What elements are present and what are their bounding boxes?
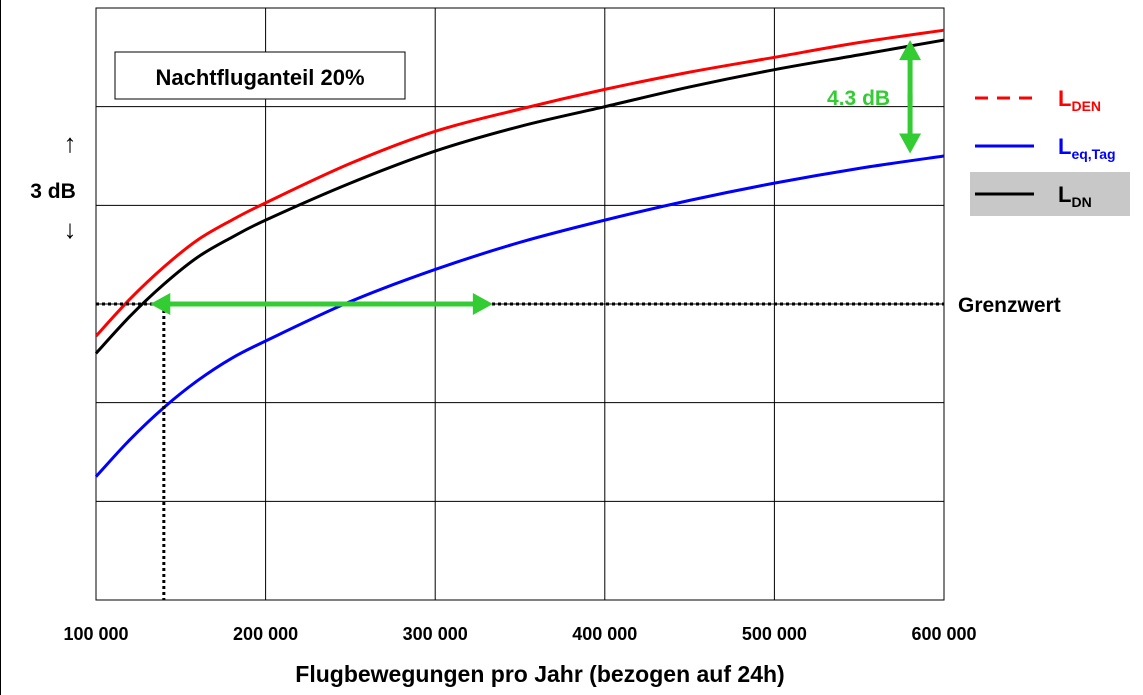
x-tick-labels: 100 000 200 000 300 000 400 000 500 000 600 0… <box>63 624 976 644</box>
series-line-leq-tag <box>94 154 945 478</box>
series-line-dn <box>94 38 945 355</box>
legend-label: LDEN <box>1058 86 1101 114</box>
vertical-arrow-down-head <box>899 133 922 154</box>
threshold-label: Grenzwert <box>958 294 1061 317</box>
arrow-group: 4.3 dB <box>150 40 922 315</box>
legend-label-sub: DN <box>1071 194 1091 210</box>
horizontal-arrow-right-head <box>472 293 493 315</box>
legend-label-main: L <box>1058 182 1071 207</box>
scale-indicator-label: 3 dB <box>30 180 76 203</box>
vertical-arrow-up-head <box>899 40 922 61</box>
horizontal-arrow-left-head <box>150 293 171 315</box>
legend-label-main: L <box>1058 134 1071 159</box>
x-tick-label: 600 000 <box>911 624 976 644</box>
series-line-den <box>94 28 945 338</box>
legend-label-sub: eq,Tag <box>1071 146 1115 162</box>
legend-label: LDN <box>1058 182 1092 210</box>
scale-up-arrow: ↑ <box>64 128 77 158</box>
legend-label-sub: DEN <box>1071 98 1101 114</box>
annotation-box-frame <box>114 51 406 100</box>
x-tick-label: 400 000 <box>572 624 637 644</box>
x-tick-label: 100 000 <box>63 624 128 644</box>
threshold-group: Grenzwert <box>96 294 1061 600</box>
x-axis-title: Flugbewegungen pro Jahr (bezogen auf 24h… <box>295 661 784 687</box>
x-tick-label: 200 000 <box>233 624 298 644</box>
scale-indicator: ↑ 3 dB ↓ <box>30 128 76 244</box>
x-tick-label: 500 000 <box>742 624 807 644</box>
annotation-box-text: Nachtfluganteil 20% <box>155 65 364 90</box>
scale-down-arrow: ↓ <box>64 214 77 244</box>
legend-label: Leq,Tag <box>1058 134 1116 162</box>
legend-label-main: L <box>1058 86 1071 111</box>
series-group <box>94 28 945 478</box>
annotation-box: Nachtfluganteil 20% <box>114 51 406 100</box>
x-tick-label: 300 000 <box>403 624 468 644</box>
vertical-arrow-label: 4.3 dB <box>827 87 890 110</box>
